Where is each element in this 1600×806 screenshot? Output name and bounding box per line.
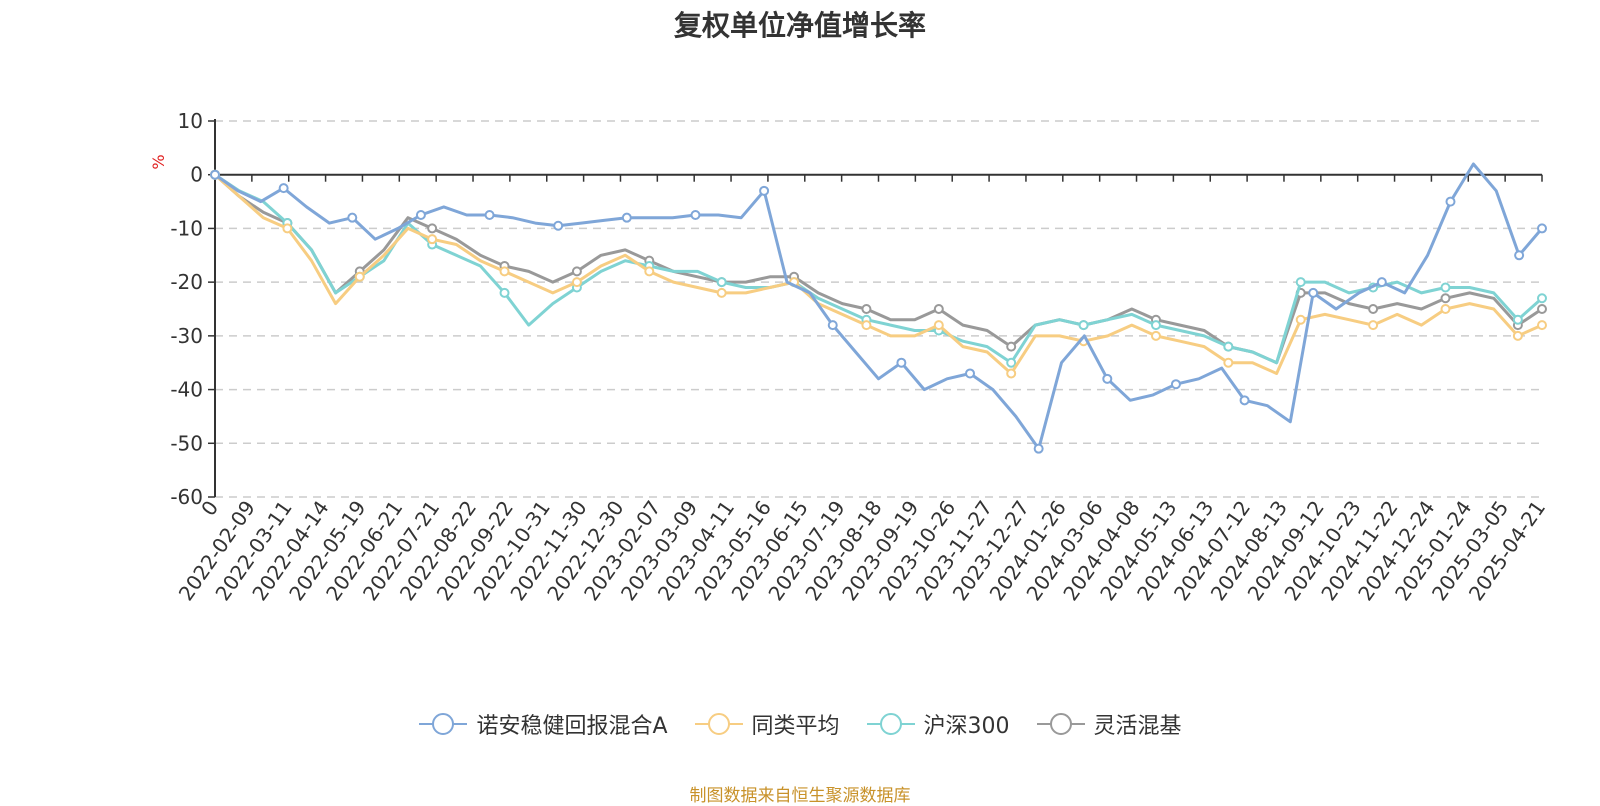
tick-labels: 100-10-20-30-40-50-60%02022-02-092022-03… <box>149 109 1550 605</box>
data-point <box>965 368 976 379</box>
data-point <box>1006 341 1017 352</box>
legend-marker-icon <box>694 713 743 735</box>
data-point <box>827 320 838 331</box>
line-chart: 100-10-20-30-40-50-60%02022-02-092022-03… <box>149 109 1550 605</box>
data-point <box>1445 196 1456 207</box>
data-point <box>1308 287 1319 298</box>
x-tick-label: 0 <box>196 496 223 520</box>
data-point <box>278 183 289 194</box>
data-point <box>553 220 564 231</box>
data-point <box>861 304 872 314</box>
legend-label: 同类平均 <box>751 714 840 739</box>
data-point <box>282 223 293 234</box>
y-tick-label: 0 <box>190 163 203 187</box>
y-axis-unit: % <box>149 154 168 169</box>
legend-item[interactable]: 同类平均 <box>694 708 840 740</box>
y-tick-label: -50 <box>170 431 203 455</box>
series-line <box>214 173 1543 365</box>
data-point <box>1537 304 1547 314</box>
series-lines <box>210 162 1547 454</box>
series-line <box>214 162 1544 451</box>
data-point <box>1376 277 1387 288</box>
axes <box>208 119 1543 498</box>
legend-label: 灵活混基 <box>1093 714 1182 739</box>
data-point <box>427 234 438 245</box>
data-point <box>1150 320 1161 331</box>
data-point <box>1512 330 1523 341</box>
source-note: 制图数据来自恒生聚源数据库 <box>689 786 911 806</box>
data-point <box>1514 250 1525 261</box>
legend-item[interactable]: 诺安稳健回报混合A <box>418 708 668 740</box>
data-point <box>427 223 438 234</box>
data-point <box>933 304 944 314</box>
series-line <box>214 173 1543 365</box>
y-tick-label: -10 <box>170 216 203 240</box>
data-point <box>1537 223 1547 234</box>
data-point <box>1239 395 1250 406</box>
data-point <box>1102 373 1113 384</box>
data-point <box>1440 304 1451 314</box>
legend-label: 沪深300 <box>923 714 1010 739</box>
chart-title: 复权单位净值增长率 <box>673 9 926 42</box>
data-point <box>759 185 770 196</box>
data-point <box>1368 304 1379 314</box>
data-point <box>1537 320 1547 331</box>
data-point <box>716 277 727 288</box>
series-line <box>214 173 1543 375</box>
data-point <box>861 320 872 331</box>
data-point <box>1078 320 1089 331</box>
y-tick-label: -20 <box>170 270 203 294</box>
legend-item[interactable]: 灵活混基 <box>1036 708 1182 740</box>
data-point <box>1223 341 1234 352</box>
y-tick-label: -60 <box>170 485 203 509</box>
data-point <box>896 357 907 368</box>
data-point <box>690 210 701 220</box>
data-point <box>1537 293 1547 304</box>
data-point <box>1223 357 1234 368</box>
legend-marker-icon <box>419 713 468 735</box>
data-point <box>1006 357 1017 368</box>
data-point <box>1006 368 1017 379</box>
data-point <box>347 212 358 223</box>
data-point <box>1033 443 1044 454</box>
data-point <box>933 320 944 331</box>
data-point <box>1440 282 1451 293</box>
data-point <box>621 212 632 223</box>
legend-marker-icon <box>1036 713 1085 735</box>
data-point <box>354 271 365 282</box>
legend-label: 诺安稳健回报混合A <box>476 714 668 739</box>
legend-marker-icon <box>866 713 915 735</box>
data-point <box>571 266 582 277</box>
y-tick-label: -40 <box>170 378 203 402</box>
y-tick-label: -30 <box>170 324 203 348</box>
grid-lines <box>215 120 1542 498</box>
y-tick-label: 10 <box>178 109 203 133</box>
data-point <box>415 210 426 220</box>
data-point <box>1170 379 1181 390</box>
data-point <box>210 169 220 180</box>
data-point <box>499 266 510 277</box>
data-point <box>484 210 495 220</box>
data-point <box>644 266 655 277</box>
data-point <box>716 287 727 298</box>
legend: 诺安稳健回报混合A 同类平均 沪深300 灵活混基 <box>0 708 1600 740</box>
data-point <box>1295 314 1306 325</box>
data-point <box>571 277 582 288</box>
data-point <box>1440 293 1451 304</box>
data-point <box>1150 330 1161 341</box>
data-point <box>1368 320 1379 331</box>
data-point <box>499 287 510 298</box>
legend-item[interactable]: 沪深300 <box>866 708 1010 740</box>
data-point <box>1295 277 1306 288</box>
data-point <box>1512 314 1523 325</box>
